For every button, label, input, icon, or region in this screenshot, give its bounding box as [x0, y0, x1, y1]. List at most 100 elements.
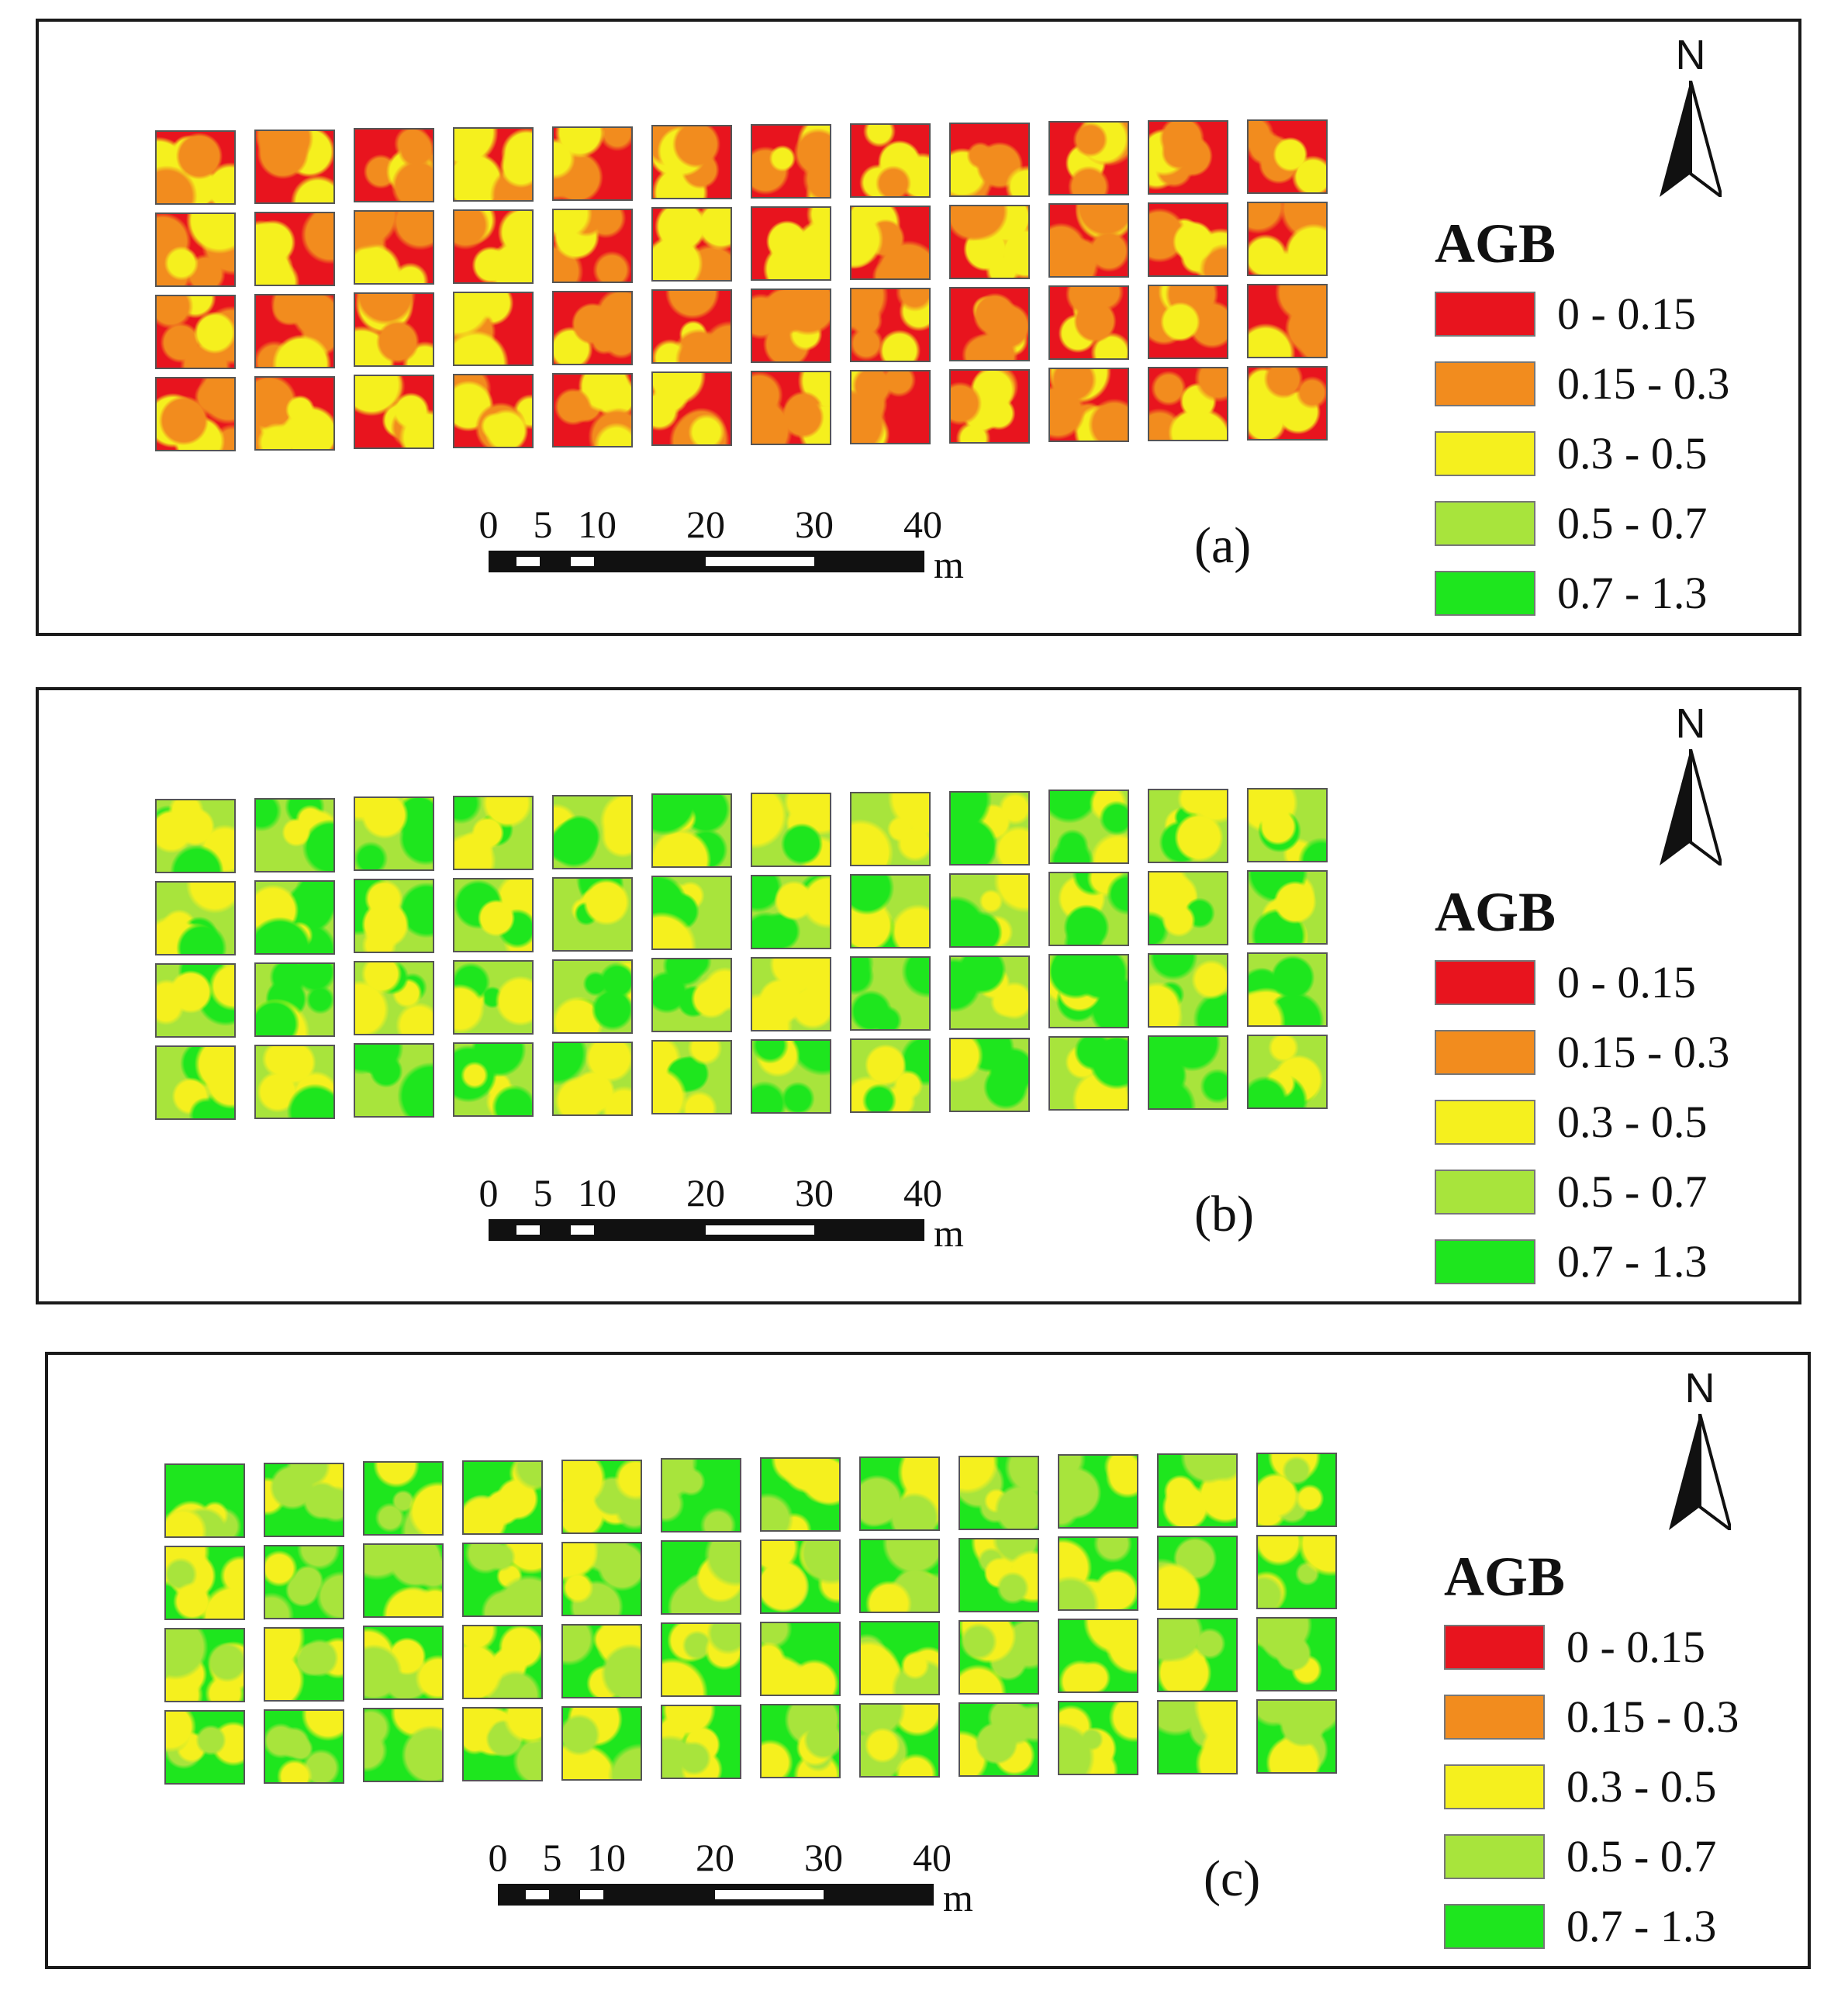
- field-plot: [453, 960, 534, 1035]
- legend-swatch: [1435, 1239, 1535, 1284]
- field-plot: [254, 376, 335, 451]
- plot-grid: [48, 1355, 1444, 1820]
- field-plot: [254, 294, 335, 368]
- map-panel-a: N AGB 0 - 0.15 0.15 - 0.3 0.3 - 0.5 0.5 …: [36, 19, 1801, 636]
- field-plot: [651, 958, 732, 1032]
- field-plot: [661, 1540, 741, 1615]
- field-plot: [354, 796, 434, 871]
- field-plot: [363, 1626, 444, 1700]
- map-panel-c: N AGB 0 - 0.15 0.15 - 0.3 0.3 - 0.5 0.5 …: [45, 1352, 1811, 1969]
- north-arrow: N: [1661, 1364, 1739, 1543]
- legend-swatch: [1435, 501, 1535, 546]
- legend-swatch: [1435, 1170, 1535, 1215]
- field-plot: [850, 206, 931, 280]
- plot-grid: [39, 22, 1435, 487]
- legend-title: AGB: [1435, 213, 1556, 275]
- field-plot: [751, 793, 831, 867]
- field-plot: [850, 792, 931, 866]
- field-plot: [552, 1042, 633, 1116]
- field-plot: [850, 370, 931, 444]
- field-plot: [561, 1460, 642, 1534]
- field-plot: [1048, 954, 1129, 1028]
- scale-tick-label: 20: [686, 1171, 725, 1215]
- legend-label: 0.5 - 0.7: [1566, 1831, 1717, 1881]
- field-plot: [264, 1463, 344, 1537]
- field-plot: [1048, 368, 1129, 442]
- legend-swatch: [1435, 1030, 1535, 1075]
- field-plot: [264, 1627, 344, 1702]
- north-label: N: [1675, 700, 1706, 747]
- legend-item: 0.3 - 0.5: [1435, 427, 1760, 481]
- scale-tick-label: 40: [903, 503, 942, 546]
- field-plot: [1247, 119, 1328, 194]
- field-plot: [850, 956, 931, 1031]
- legend-label: 0.3 - 0.5: [1557, 1097, 1708, 1147]
- legend-title: AGB: [1435, 881, 1556, 943]
- field-plot: [354, 1043, 434, 1118]
- field-plot: [1256, 1535, 1337, 1609]
- field-plot: [949, 123, 1030, 197]
- field-plot: [552, 209, 633, 283]
- legend-item: 0.5 - 0.7: [1444, 1830, 1770, 1884]
- legend-label: 0.15 - 0.3: [1566, 1691, 1739, 1742]
- scale-tick-label: 10: [578, 1171, 617, 1215]
- field-plot: [354, 879, 434, 953]
- north-arrow: N: [1652, 700, 1729, 878]
- scale-bar: 0 5 10 20 30 40 m: [442, 503, 964, 603]
- field-plot: [1058, 1701, 1138, 1775]
- legend-item: 0.7 - 1.3: [1435, 1235, 1760, 1289]
- scale-tick-label: 5: [533, 503, 553, 546]
- field-plot: [1148, 367, 1228, 441]
- field-plot: [1048, 1036, 1129, 1111]
- field-plot: [354, 961, 434, 1035]
- field-plot: [949, 955, 1030, 1030]
- field-plot: [363, 1708, 444, 1782]
- legend-swatch: [1444, 1834, 1545, 1879]
- field-plot: [164, 1628, 245, 1702]
- field-plot: [1048, 121, 1129, 195]
- field-plot: [949, 205, 1030, 279]
- scale-tick-label: 30: [795, 1171, 834, 1215]
- legend-item: 0.15 - 0.3: [1435, 357, 1760, 411]
- field-plot: [354, 292, 434, 367]
- field-plot: [949, 873, 1030, 948]
- legend-swatch: [1435, 960, 1535, 1005]
- legend: AGB 0 - 0.15 0.15 - 0.3 0.3 - 0.5 0.5 - …: [1444, 1549, 1770, 1951]
- legend-swatch: [1435, 361, 1535, 406]
- field-plot: [959, 1456, 1039, 1530]
- field-plot: [959, 1702, 1039, 1777]
- field-plot: [1148, 1035, 1228, 1110]
- field-plot: [1148, 285, 1228, 359]
- field-plot: [1058, 1619, 1138, 1693]
- scale-bar-graphic: [498, 1884, 934, 1906]
- field-plot: [164, 1710, 245, 1785]
- field-plot: [850, 123, 931, 198]
- legend-swatch: [1444, 1764, 1545, 1809]
- field-plot: [462, 1543, 543, 1617]
- scale-tick-label: 10: [578, 503, 617, 546]
- legend-item: 0.3 - 0.5: [1435, 1095, 1760, 1149]
- north-label: N: [1675, 32, 1706, 78]
- field-plot: [751, 206, 831, 281]
- north-label: N: [1684, 1365, 1715, 1412]
- legend-item: 0.3 - 0.5: [1444, 1760, 1770, 1814]
- field-plot: [155, 799, 236, 873]
- field-plot: [155, 881, 236, 955]
- field-plot: [155, 295, 236, 369]
- legend-label: 0.5 - 0.7: [1557, 498, 1708, 548]
- field-plot: [462, 1707, 543, 1781]
- legend-item: 0.7 - 1.3: [1444, 1899, 1770, 1954]
- field-plot: [453, 878, 534, 952]
- field-plot: [651, 289, 732, 364]
- legend-item: 0.5 - 0.7: [1435, 1165, 1760, 1219]
- field-plot: [661, 1705, 741, 1779]
- field-plot: [1048, 203, 1129, 278]
- field-plot: [363, 1543, 444, 1618]
- scale-tick-label: 5: [542, 1836, 562, 1879]
- legend-item: 0 - 0.15: [1435, 287, 1760, 341]
- field-plot: [859, 1539, 940, 1613]
- legend-label: 0 - 0.15: [1566, 1622, 1705, 1672]
- legend-swatch: [1435, 431, 1535, 476]
- field-plot: [462, 1625, 543, 1699]
- legend-swatch: [1435, 571, 1535, 616]
